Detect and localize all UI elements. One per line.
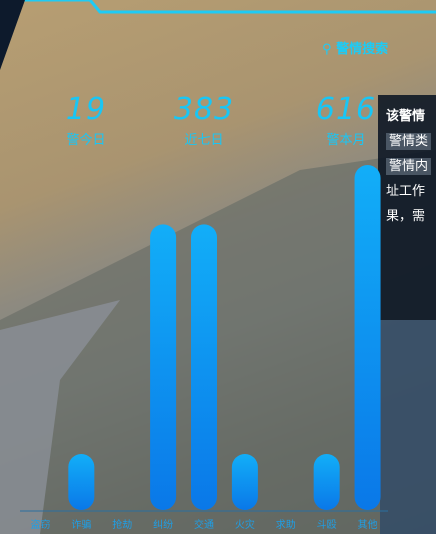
- search-button[interactable]: ⚲ 警情搜索: [322, 42, 389, 57]
- bar: [231, 453, 258, 510]
- bar: [354, 165, 381, 510]
- x-tick-label: 求助: [276, 518, 296, 531]
- stat-value: 616: [315, 92, 377, 127]
- bar: [68, 453, 95, 510]
- bar: [191, 224, 217, 510]
- panel-tag: 警情类: [386, 133, 432, 150]
- bar: [313, 453, 340, 510]
- stat-label: 警本月: [326, 133, 366, 148]
- stat: 19 警今日: [36, 92, 136, 148]
- x-tick-label: 抢劫: [112, 518, 132, 531]
- info-panel: 该警情 警情类 警情内 址工作 果，需: [378, 95, 436, 320]
- x-tick-label: 诈骗: [71, 518, 91, 531]
- stat-label: 近七日: [184, 133, 224, 148]
- x-tick-label: 盗窃: [30, 518, 50, 531]
- x-tick-label: 其他: [358, 518, 378, 531]
- panel-line: 址工作: [386, 184, 426, 199]
- stat: 383 近七日: [154, 92, 254, 148]
- x-tick-label: 纠纷: [153, 518, 173, 531]
- bar: [150, 224, 177, 510]
- x-tick-label: 交通: [194, 518, 214, 531]
- panel-tag: 警情内: [386, 158, 432, 175]
- x-tick-label: 火灾: [235, 518, 255, 531]
- panel-line: 果，需: [386, 209, 426, 224]
- panel-line: 该警情: [386, 109, 426, 124]
- search-label[interactable]: 警情搜索: [336, 42, 389, 57]
- stat: 616 警本月: [296, 92, 396, 148]
- stat-label: 警今日: [66, 133, 106, 148]
- stat-value: 383: [173, 92, 235, 127]
- x-tick-label: 斗殴: [317, 519, 337, 531]
- stat-value: 19: [65, 92, 107, 127]
